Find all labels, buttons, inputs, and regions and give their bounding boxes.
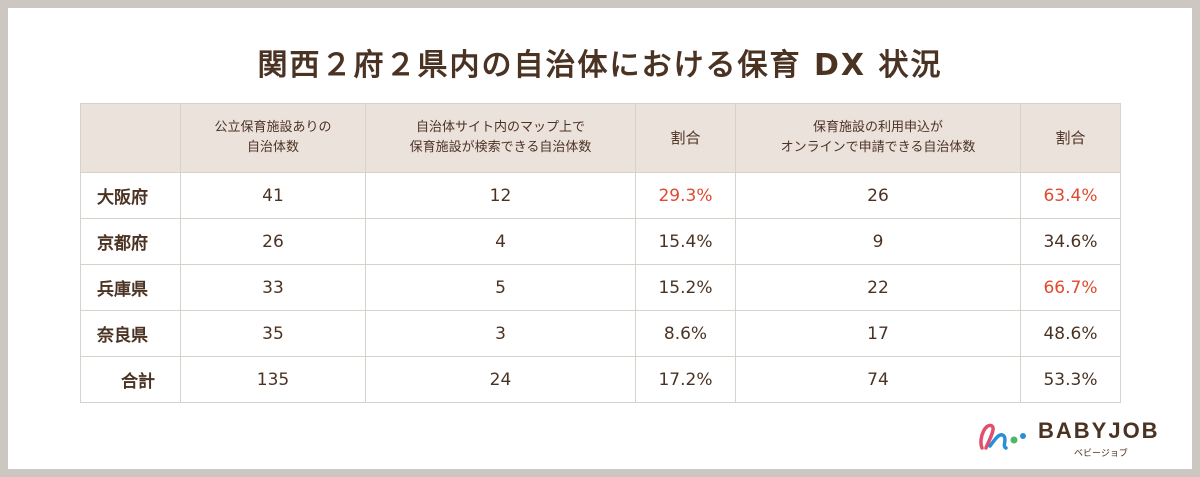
cell-online-ratio: 34.6% xyxy=(1020,218,1121,265)
header-online-ratio-label: 割合 xyxy=(1055,129,1086,147)
cell-online: 17 xyxy=(735,310,1021,357)
table-header-row: 公立保育施設ありの 自治体数 自治体サイト内のマップ上で 保育施設が検索できる自… xyxy=(80,103,1121,173)
cell-online: 26 xyxy=(735,172,1021,219)
header-municipalities: 公立保育施設ありの 自治体数 xyxy=(180,103,366,173)
cell-map-search: 5 xyxy=(365,264,636,311)
header-map-search: 自治体サイト内のマップ上で 保育施設が検索できる自治体数 xyxy=(365,103,636,173)
header-map-search-label: 自治体サイト内のマップ上で 保育施設が検索できる自治体数 xyxy=(409,120,592,155)
logo-subtext: ベビージョブ xyxy=(1074,449,1128,459)
row-name: 合計 xyxy=(80,356,181,403)
header-online-label: 保育施設の利用申込が オンラインで申請できる自治体数 xyxy=(780,120,976,155)
babyjob-logo: BABYJOB ベビージョブ xyxy=(976,416,1176,460)
cell-municipalities: 35 xyxy=(180,310,366,357)
cell-map-ratio: 17.2% xyxy=(635,356,736,403)
cell-online-ratio: 53.3% xyxy=(1020,356,1121,403)
cell-map-search: 3 xyxy=(365,310,636,357)
cell-map-ratio: 15.4% xyxy=(635,218,736,265)
babyjob-logo-mark-icon xyxy=(979,423,1026,450)
cell-online-ratio: 48.6% xyxy=(1020,310,1121,357)
cell-online-ratio: 63.4% xyxy=(1020,172,1121,219)
table-row: 京都府 26 4 15.4% 9 34.6% xyxy=(80,218,1121,265)
cell-map-ratio: 8.6% xyxy=(635,310,736,357)
cell-online-ratio: 66.7% xyxy=(1020,264,1121,311)
logo-text: BABYJOB xyxy=(1038,418,1160,443)
table-row: 奈良県 35 3 8.6% 17 48.6% xyxy=(80,310,1121,357)
header-map-ratio: 割合 xyxy=(635,103,736,173)
cell-online: 74 xyxy=(735,356,1021,403)
header-municipalities-label: 公立保育施設ありの 自治体数 xyxy=(214,120,332,155)
row-name: 京都府 xyxy=(80,218,181,265)
cell-map-search: 4 xyxy=(365,218,636,265)
cell-municipalities: 26 xyxy=(180,218,366,265)
header-map-ratio-label: 割合 xyxy=(670,129,701,147)
cell-map-search: 24 xyxy=(365,356,636,403)
table-row: 大阪府 41 12 29.3% 26 63.4% xyxy=(80,172,1121,219)
row-name: 奈良県 xyxy=(80,310,181,357)
cell-municipalities: 33 xyxy=(180,264,366,311)
dx-status-table: 公立保育施設ありの 自治体数 自治体サイト内のマップ上で 保育施設が検索できる自… xyxy=(80,103,1121,403)
cell-municipalities: 41 xyxy=(180,172,366,219)
infographic-card: 関西２府２県内の自治体における保育 DX 状況 公立保育施設ありの 自治体数 自… xyxy=(8,8,1192,469)
page-title: 関西２府２県内の自治体における保育 DX 状況 xyxy=(257,48,943,83)
row-name: 兵庫県 xyxy=(80,264,181,311)
row-name: 大阪府 xyxy=(80,172,181,219)
cell-map-ratio: 29.3% xyxy=(635,172,736,219)
cell-online: 22 xyxy=(735,264,1021,311)
table-row: 兵庫県 33 5 15.2% 22 66.7% xyxy=(80,264,1121,311)
cell-map-search: 12 xyxy=(365,172,636,219)
cell-map-ratio: 15.2% xyxy=(635,264,736,311)
cell-online: 9 xyxy=(735,218,1021,265)
header-prefecture xyxy=(80,103,181,173)
cell-municipalities: 135 xyxy=(180,356,366,403)
header-online-ratio: 割合 xyxy=(1020,103,1121,173)
table-row-total: 合計 135 24 17.2% 74 53.3% xyxy=(80,356,1121,403)
header-online: 保育施設の利用申込が オンラインで申請できる自治体数 xyxy=(735,103,1021,173)
